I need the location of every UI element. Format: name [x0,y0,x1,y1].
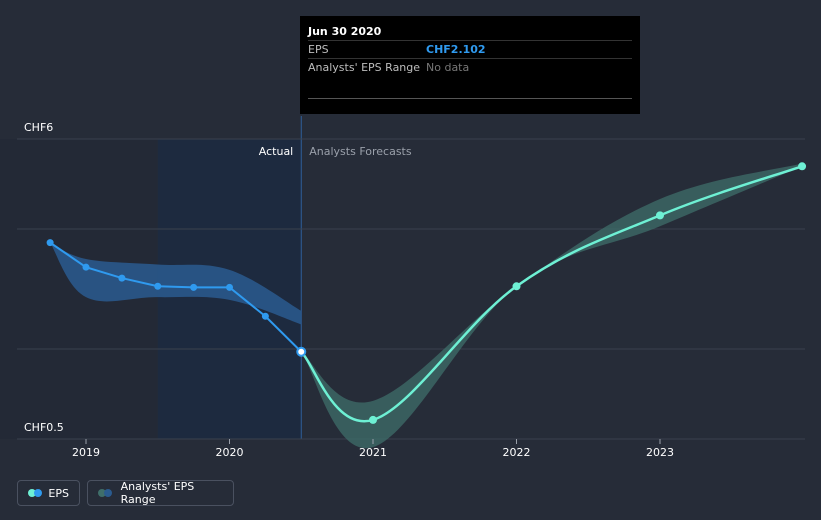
tooltip-range-value: No data [426,61,470,74]
eps-point-7 [296,346,307,357]
eps-actual-range [50,242,302,325]
tooltip-row-range: Analysts' EPS Range No data [308,58,632,76]
legend-range-button[interactable]: Analysts' EPS Range [87,480,234,506]
tooltip-date: Jun 30 2020 [308,25,382,38]
eps-point-6 [261,312,269,320]
y-tick-label-bottom: CHF0.5 [24,421,64,434]
range-legend-icon [98,489,113,497]
eps-legend-icon [28,489,42,497]
forecast-point-4 [798,162,807,171]
gridlines [17,138,805,440]
eps-point-2 [118,274,126,282]
tooltip-divider [308,76,632,99]
tooltip-eps-value: CHF2.102 [426,43,486,56]
eps-point-5 [226,283,233,291]
x-tick-label-2020: 2020 [216,446,244,459]
tooltip-row-eps: EPS CHF2.102 [308,40,632,58]
y-tick-label-top: CHF6 [24,121,53,134]
eps-point-1 [82,263,90,271]
eps-forecast-line [300,165,803,423]
eps-point-0 [46,239,54,247]
x-tick-label-2019: 2019 [72,446,100,459]
tooltip-range-label: Analysts' EPS Range [308,61,421,74]
eps-point-3 [154,282,162,290]
x-tick-label-2023: 2023 [646,446,674,459]
x-tick-label-2021: 2021 [359,446,387,459]
eps-point-4 [190,283,198,291]
axis-labels: CHF6 CHF0.5 2019 2020 2021 2022 2023 Actual Anal… [24,121,674,459]
x-tick-label-2022: 2022 [503,446,531,459]
legend-eps-button[interactable]: EPS [17,480,80,506]
forecast-point-2 [512,282,521,291]
tooltip-eps-label: EPS [308,43,329,56]
data-points [46,162,807,424]
actual-label: Actual [259,145,293,158]
eps-actual-line [49,241,302,353]
forecast-point-1 [369,415,377,424]
eps-forecast-range [301,163,803,449]
legend-eps-label: EPS [48,486,69,500]
forecast-label: Analysts Forecasts [309,145,412,158]
forecast-point-3 [656,211,664,220]
tooltip: Jun 30 2020 EPS CHF2.102 Analysts' EPS R… [300,16,640,114]
legend-range-label: Analysts' EPS Range [120,480,195,506]
